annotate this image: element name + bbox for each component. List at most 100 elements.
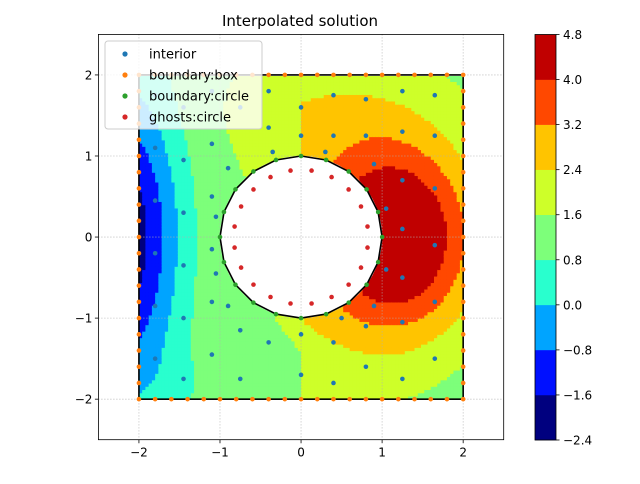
interior-point [214, 271, 219, 276]
interior-point [364, 324, 369, 329]
ghost-circle-point [329, 295, 334, 300]
interior-point [432, 133, 437, 138]
boundary-box-point [461, 316, 466, 321]
boundary-box-point [185, 397, 190, 402]
boundary-box-point [461, 202, 466, 207]
interior-point [181, 377, 186, 382]
colorbar-band [535, 80, 556, 125]
colorbar-tick-label: 1.6 [563, 208, 582, 222]
boundary-box-point [347, 397, 352, 402]
interior-point [299, 133, 304, 138]
interior-point [214, 214, 219, 219]
interior-point [181, 316, 186, 321]
boundary-circle-point [364, 282, 369, 287]
colorbar: −2.4−1.6−0.80.00.81.62.43.24.04.8 [535, 28, 592, 448]
boundary-box-point [137, 364, 142, 369]
boundary-box-point [137, 186, 142, 191]
boundary-box-point [283, 73, 288, 78]
legend-marker-boundary-circle [122, 93, 127, 98]
boundary-box-point [234, 397, 239, 402]
interior-point [384, 206, 389, 211]
colorbar-tick-label: −1.6 [563, 388, 592, 402]
interior-point [153, 356, 158, 361]
interior-point [210, 247, 215, 252]
colorbar-band [535, 395, 556, 440]
interior-point [226, 166, 231, 171]
interior-point [432, 93, 437, 98]
ghost-circle-point [239, 204, 244, 209]
y-tick-label: 2 [85, 68, 93, 82]
boundary-box-point [137, 283, 142, 288]
boundary-box-point [250, 397, 255, 402]
colorbar-tick-label: −2.4 [563, 434, 592, 448]
boundary-box-point [445, 73, 450, 78]
boundary-circle-point [324, 312, 329, 317]
ghost-circle-point [309, 301, 314, 306]
interior-point [400, 320, 405, 325]
interior-point [400, 129, 405, 134]
colorbar-band [535, 350, 556, 395]
boundary-circle-point [222, 260, 227, 265]
interior-point [153, 251, 158, 256]
boundary-box-point [137, 348, 142, 353]
interior-point [299, 105, 304, 110]
boundary-box-point [428, 73, 433, 78]
boundary-box-point [461, 170, 466, 175]
chart-title: Interpolated solution [222, 12, 378, 30]
boundary-box-point [137, 154, 142, 159]
boundary-box-point [461, 137, 466, 142]
y-tick-label: −2 [75, 393, 93, 407]
ghost-circle-point [365, 245, 370, 250]
boundary-box-point [445, 397, 450, 402]
interior-point [432, 356, 437, 361]
boundary-box-point [315, 397, 320, 402]
interior-point [400, 178, 405, 183]
ghost-circle-point [288, 301, 293, 306]
ghost-circle-point [309, 168, 314, 173]
interior-point [210, 300, 215, 305]
y-tick-label: −1 [75, 312, 93, 326]
boundary-box-point [461, 89, 466, 94]
y-tick-label: 1 [85, 149, 93, 163]
interior-point [153, 146, 158, 151]
boundary-circle-point [346, 300, 351, 305]
ghost-circle-point [232, 224, 237, 229]
legend-marker-ghosts-circle [122, 114, 127, 119]
interior-point [226, 304, 231, 309]
boundary-box-point [299, 397, 304, 402]
colorbar-band [535, 125, 556, 170]
interior-point [364, 364, 369, 369]
colorbar-tick-label: −0.8 [563, 343, 592, 357]
boundary-box-point [137, 381, 142, 386]
boundary-box-point [461, 154, 466, 159]
boundary-box-point [201, 397, 206, 402]
boundary-box-point [137, 202, 142, 207]
boundary-circle-point [380, 235, 385, 240]
ghost-circle-point [365, 224, 370, 229]
boundary-box-point [412, 73, 417, 78]
colorbar-band [535, 170, 556, 215]
interior-point [432, 300, 437, 305]
boundary-circle-point [274, 158, 279, 163]
boundary-box-point [396, 73, 401, 78]
boundary-box-point [137, 300, 142, 305]
interior-point [372, 162, 377, 167]
boundary-box-point [218, 397, 223, 402]
boundary-box-point [331, 397, 336, 402]
boundary-box-point [137, 170, 142, 175]
interior-point [210, 142, 215, 147]
boundary-box-point [461, 105, 466, 110]
ghost-circle-point [232, 245, 237, 250]
boundary-circle-point [299, 316, 304, 321]
boundary-circle-point [376, 260, 381, 265]
colorbar-tick-label: 2.4 [563, 163, 582, 177]
boundary-circle-point [299, 154, 304, 159]
ghost-circle-point [346, 187, 351, 192]
interior-point [400, 89, 405, 94]
boundary-box-point [461, 251, 466, 256]
interior-point [372, 304, 377, 309]
boundary-box-point [137, 397, 142, 402]
legend: interior boundary:box boundary:circle gh… [105, 41, 262, 129]
boundary-box-point [461, 364, 466, 369]
boundary-box-point [461, 381, 466, 386]
